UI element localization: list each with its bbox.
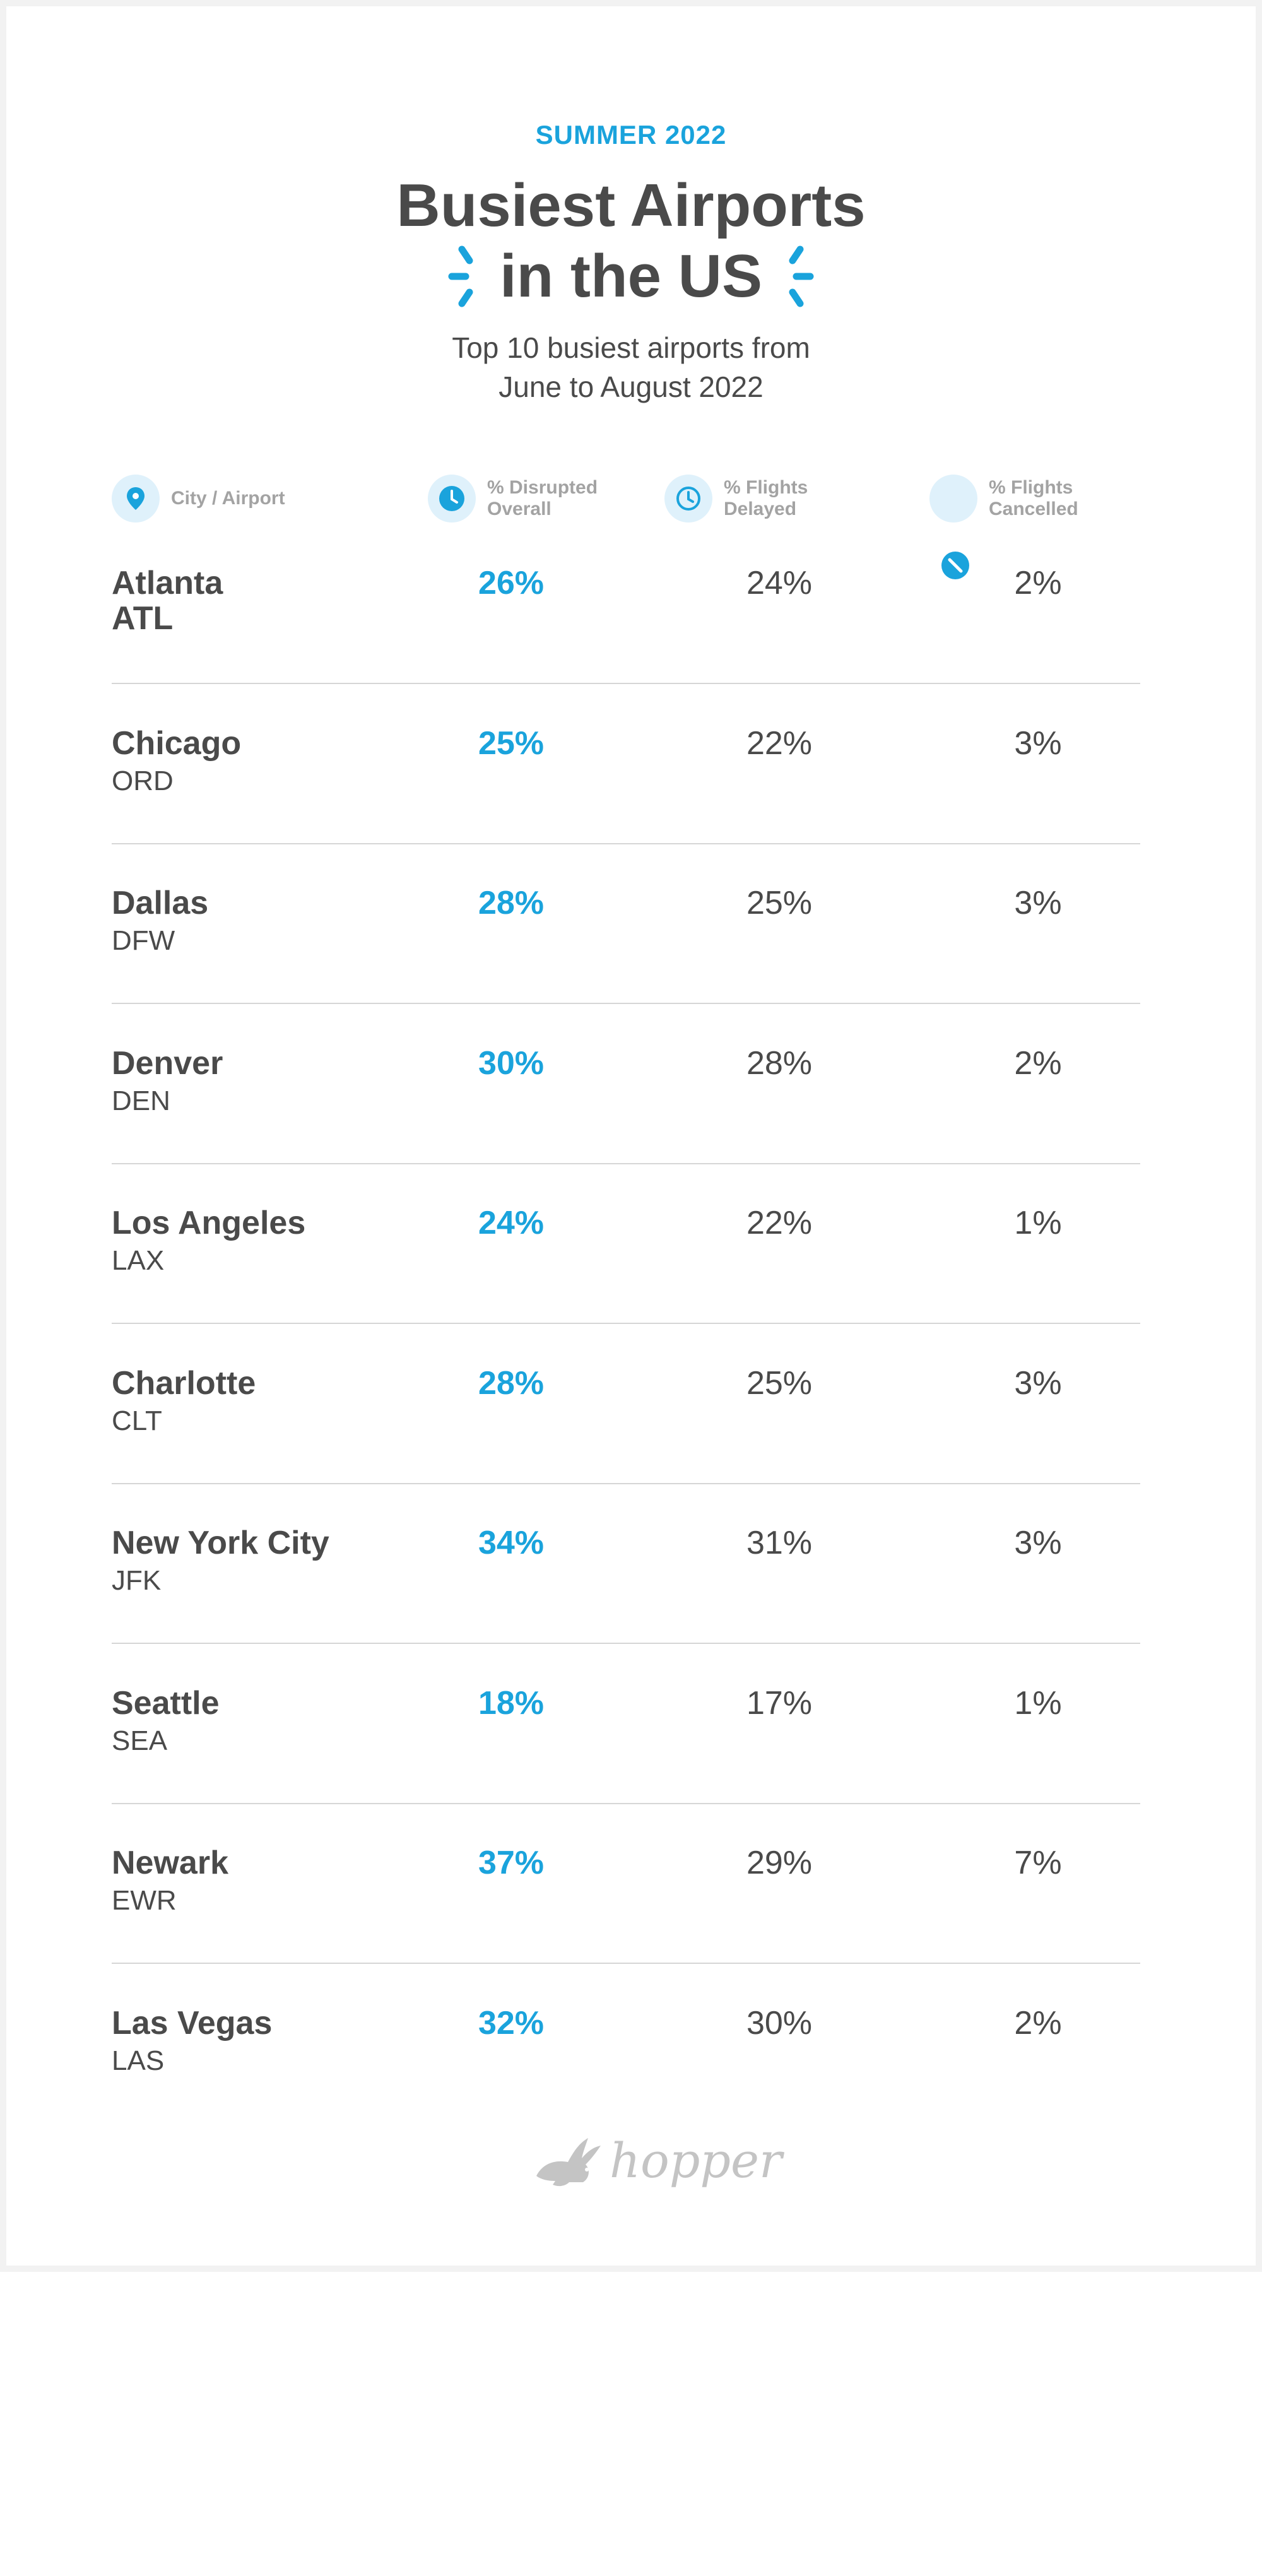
row-divider	[112, 1162, 1140, 1164]
hopper-bunny-icon	[536, 2138, 601, 2187]
row-divider	[112, 683, 1140, 684]
column-label-disrupted: % Disrupted Overall	[487, 477, 598, 519]
page-title: Busiest Airports in the US	[0, 170, 1262, 326]
infographic-card	[6, 6, 1256, 2266]
cancelled-value: 2%	[1014, 2004, 1062, 2041]
disrupted-value: 26%	[478, 565, 545, 601]
city-name: Las Vegas	[112, 2004, 273, 2041]
delayed-value: 25%	[746, 885, 813, 921]
table-row: Newark EWR 37% 29% 7%	[0, 1844, 1262, 2004]
table-row: Chicago ORD 25% 22% 3%	[0, 724, 1262, 884]
city-name: Chicago	[112, 724, 242, 762]
disrupted-value: 28%	[478, 885, 545, 921]
column-label-delayed: % Flights Delayed	[724, 477, 808, 519]
airport-code: EWR	[112, 1885, 177, 1916]
city-name: Seattle	[112, 1684, 220, 1722]
delayed-value: 24%	[746, 565, 813, 601]
delayed-value: 17%	[746, 1684, 813, 1722]
delayed-value: 25%	[746, 1364, 813, 1402]
city-name: New York City	[112, 1525, 329, 1561]
column-label-city: City / Airport	[171, 488, 285, 509]
clock-filled-icon	[428, 475, 476, 523]
disrupted-value: 32%	[478, 2004, 545, 2041]
disrupted-value: 18%	[478, 1684, 545, 1722]
cancelled-value: 3%	[1014, 885, 1062, 921]
column-header-disrupted: % Disrupted Overall	[428, 475, 598, 523]
logo-wordmark: hopper	[610, 2132, 782, 2189]
delayed-value: 22%	[746, 724, 813, 762]
airport-code: JFK	[112, 1565, 162, 1596]
city-name: Newark	[112, 1845, 228, 1881]
row-divider	[112, 1963, 1140, 1964]
airport-code: ATL	[112, 600, 174, 637]
table-row: Los Angeles LAX 24% 22% 1%	[0, 1204, 1262, 1364]
column-header-cancelled: % Flights Cancelled	[929, 475, 1078, 523]
delayed-value: 31%	[746, 1525, 813, 1561]
row-divider	[112, 1003, 1140, 1004]
delayed-value: 22%	[746, 1205, 813, 1241]
disrupted-value: 37%	[478, 1845, 545, 1881]
icon-placeholder-circle	[929, 475, 977, 523]
airport-code: LAS	[112, 2045, 165, 2076]
sparkle-icon	[789, 245, 814, 307]
airport-code: SEA	[112, 1725, 168, 1756]
table-row: Charlotte CLT 28% 25% 3%	[0, 1364, 1262, 1524]
airport-code: DFW	[112, 925, 175, 956]
row-divider	[112, 1643, 1140, 1644]
cancelled-value: 1%	[1014, 1684, 1062, 1722]
disrupted-value: 25%	[478, 724, 545, 762]
city-name: Atlanta	[112, 565, 223, 601]
city-name: Charlotte	[112, 1364, 256, 1402]
cancelled-value: 7%	[1014, 1845, 1062, 1881]
airport-code: DEN	[112, 1085, 170, 1116]
delayed-value: 30%	[746, 2004, 813, 2041]
sparkle-icon	[448, 245, 473, 307]
airport-code: ORD	[112, 765, 174, 796]
city-name: Denver	[112, 1044, 223, 1082]
subtitle-line-2: June to August 2022	[498, 370, 764, 403]
hopper-logo: hopper	[530, 2132, 782, 2189]
row-divider	[112, 1482, 1140, 1484]
table-row: Denver DEN 30% 28% 2%	[0, 1044, 1262, 1204]
delayed-value: 28%	[746, 1044, 813, 1082]
column-header-city: City / Airport	[112, 475, 285, 523]
disrupted-value: 28%	[478, 1364, 545, 1402]
disrupted-value: 30%	[478, 1044, 545, 1082]
row-divider	[112, 1323, 1140, 1324]
disrupted-value: 34%	[478, 1525, 545, 1561]
column-label-cancelled: % Flights Cancelled	[989, 477, 1078, 519]
city-name: Dallas	[112, 885, 209, 921]
disrupted-value: 24%	[478, 1205, 545, 1241]
table-row: New York City JFK 34% 31% 3%	[0, 1524, 1262, 1684]
airport-code: CLT	[112, 1405, 162, 1436]
row-divider	[112, 1802, 1140, 1804]
delayed-value: 29%	[746, 1845, 813, 1881]
eyebrow-label: SUMMER 2022	[535, 120, 727, 150]
table-row: Las Vegas LAS 32% 30% 2%	[0, 2004, 1262, 2164]
subtitle: Top 10 busiest airports from June to Aug…	[0, 328, 1262, 406]
title-line-1: Busiest Airports	[396, 172, 866, 239]
title-line-2: in the US	[499, 242, 762, 310]
cancelled-value: 2%	[1014, 1044, 1062, 1082]
cancelled-value: 3%	[1014, 724, 1062, 762]
row-divider	[112, 842, 1140, 844]
table-row: Seattle SEA 18% 17% 1%	[0, 1684, 1262, 1844]
cancelled-value: 3%	[1014, 1364, 1062, 1402]
ban-icon	[941, 552, 969, 579]
table-row: Atlanta ATL 26% 24% 2%	[0, 552, 1262, 724]
location-pin-icon	[112, 475, 160, 523]
table-row: Dallas DFW 28% 25% 3%	[0, 884, 1262, 1044]
title-line-2-wrap: in the US	[443, 241, 819, 312]
cancelled-value: 2%	[1014, 565, 1062, 601]
clock-outline-icon	[664, 475, 712, 523]
cancelled-value: 3%	[1014, 1525, 1062, 1561]
city-name: Los Angeles	[112, 1205, 306, 1241]
airport-code: LAX	[112, 1245, 165, 1276]
cancelled-value: 1%	[1014, 1205, 1062, 1241]
column-header-delayed: % Flights Delayed	[664, 475, 808, 523]
subtitle-line-1: Top 10 busiest airports from	[452, 331, 810, 364]
